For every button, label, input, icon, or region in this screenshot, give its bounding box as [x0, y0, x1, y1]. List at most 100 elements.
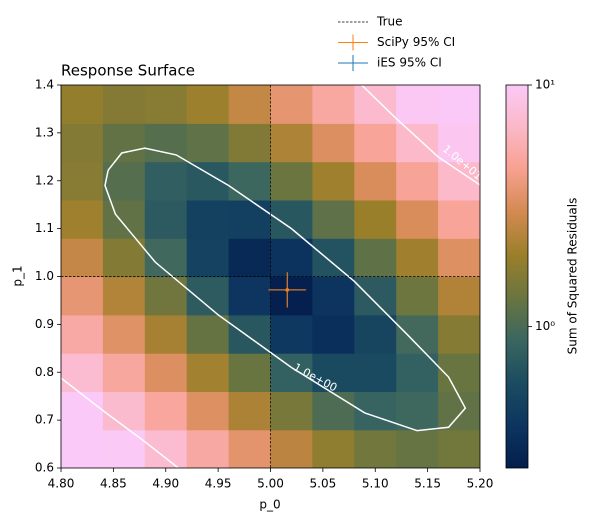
heatmap-cell: [102, 391, 146, 431]
heatmap-cell: [186, 85, 230, 124]
heatmap-cell: [228, 353, 272, 392]
heatmap-cell: [270, 391, 313, 431]
heatmap-cell: [144, 391, 188, 431]
heatmap-cell: [186, 353, 230, 392]
heatmap-cell: [438, 276, 480, 316]
heatmap-cell: [186, 199, 230, 239]
chart-title: Response Surface: [61, 62, 195, 80]
x-tick-label: 4.85: [100, 477, 127, 491]
heatmap-cell: [438, 123, 480, 163]
heatmap-cell: [102, 199, 146, 239]
heatmap-cell: [438, 85, 480, 124]
heatmap-cell: [228, 161, 272, 201]
heatmap-cell: [396, 161, 439, 201]
heatmap-cell: [354, 276, 397, 316]
heatmap-cell: [102, 276, 146, 316]
heatmap-cell: [312, 85, 355, 124]
heatmap-cell: [354, 314, 397, 354]
heatmap-cell: [270, 429, 313, 468]
heatmap-cell: [102, 314, 146, 354]
heatmap-cell: [102, 123, 146, 163]
y-tick-label: 0.6: [35, 461, 54, 475]
heatmap-cell: [312, 429, 355, 468]
heatmap-cell: [186, 161, 230, 201]
colorbar: [505, 84, 529, 469]
heatmap-cell: [61, 123, 104, 163]
axes: 4.80 4.85 4.90 4.95 5.00 5.05 5.10 5.15 5.20 0.6 0…: [35, 78, 555, 491]
y-tick-label: 1.1: [35, 221, 54, 235]
x-tick-label: 4.90: [152, 477, 179, 491]
heatmap-cell: [312, 276, 355, 316]
heatmap-cell: [186, 123, 230, 163]
heatmap-cell: [144, 161, 188, 201]
estimate-point: [285, 288, 290, 292]
heatmap-cell: [144, 123, 188, 163]
heatmap-cell: [144, 314, 188, 354]
heatmap-cell: [228, 85, 272, 124]
heatmap-cell: [61, 353, 104, 392]
heatmap-cell: [270, 314, 313, 354]
x-tick-label: 5.05: [310, 477, 337, 491]
colorbar-tick-label: 10⁰: [535, 319, 555, 333]
legend: True SciPy 95% CI iES 95% CI: [338, 15, 455, 71]
heatmap-cell: [186, 391, 230, 431]
heatmap-cell: [354, 429, 397, 468]
heatmap-cell: [102, 161, 146, 201]
heatmap-cell: [102, 85, 146, 124]
heatmap-cell: [312, 199, 355, 239]
heatmap-cell: [144, 429, 188, 468]
x-tick-label: 5.20: [467, 477, 494, 491]
contour-line: [61, 85, 480, 468]
heatmap-cell: [396, 199, 439, 239]
heatmap-cell: [186, 429, 230, 468]
heatmap-cell: [354, 353, 397, 392]
heatmap-cell: [186, 276, 230, 316]
heatmap-cell: [144, 85, 188, 124]
y-tick-label: 1.4: [35, 78, 54, 92]
heatmap-cell: [228, 429, 272, 468]
heatmap-cell: [144, 353, 188, 392]
y-tick-label: 1.0: [35, 269, 54, 283]
y-tick-label: 1.2: [35, 173, 54, 187]
heatmap-cell: [270, 85, 313, 124]
heatmap-cell: [228, 238, 272, 278]
heatmap-cell: [270, 353, 313, 392]
heatmap-cell: [102, 429, 146, 468]
heatmap-cell: [228, 276, 272, 316]
heatmap-cell: [270, 161, 313, 201]
heatmap-cell: [438, 238, 480, 278]
heatmap-cell: [396, 123, 439, 163]
heatmap-cell: [396, 238, 439, 278]
heatmap-cell: [186, 238, 230, 278]
heatmap-cell: [354, 199, 397, 239]
heatmap-cell: [61, 85, 104, 124]
colorbar-label: Sum of Squared Residuals: [566, 198, 580, 355]
x-tick-label: 4.80: [48, 477, 75, 491]
heatmap-cell: [354, 85, 397, 124]
x-tick-label: 4.95: [205, 477, 232, 491]
heatmap-cell: [438, 199, 480, 239]
heatmap-cell: [270, 123, 313, 163]
heatmap-cell: [312, 238, 355, 278]
y-axis-label: p_1: [11, 265, 25, 286]
heatmap-cell: [228, 199, 272, 239]
heatmap-cell: [270, 238, 313, 278]
heatmap-cell: [228, 391, 272, 431]
heatmap-cell: [61, 199, 104, 239]
heatmap-cell: [354, 238, 397, 278]
legend-label: SciPy 95% CI: [377, 35, 455, 49]
legend-label: True: [376, 15, 403, 29]
heatmap-cell: [354, 123, 397, 163]
heatmap-cell: [228, 123, 272, 163]
x-tick-label: 5.10: [362, 477, 389, 491]
heatmap-cell: [354, 161, 397, 201]
heatmap-cell: [61, 391, 104, 431]
y-tick-label: 0.9: [35, 317, 54, 331]
x-tick-label: 5.15: [414, 477, 441, 491]
legend-label: iES 95% CI: [377, 56, 442, 70]
heatmap-cell: [102, 238, 146, 278]
heatmap-cell: [438, 314, 480, 354]
heatmap-cell: [396, 314, 439, 354]
heatmap-cell: [396, 353, 439, 392]
heatmap-cell: [144, 276, 188, 316]
